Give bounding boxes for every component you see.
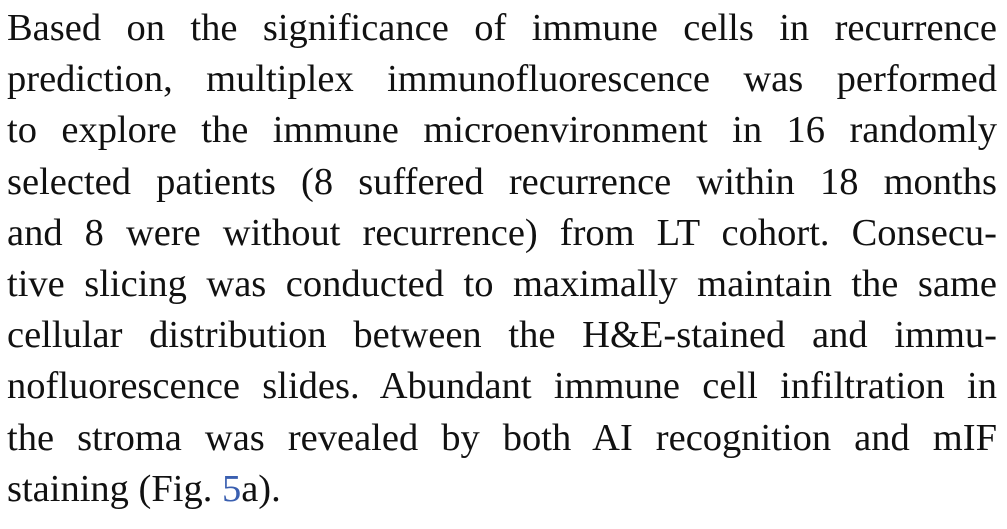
text-line: the stroma was revealed by both AI recog… [7, 416, 997, 459]
text-line: tive slicing was conducted to maximally … [7, 262, 997, 305]
text-fragment: a). [241, 467, 281, 510]
text-line: selected patients (8 suffered recurrence… [7, 160, 997, 203]
text-line: and 8 were without recurrence) from LT c… [7, 211, 997, 254]
figure-reference-link[interactable]: 5 [221, 467, 242, 510]
text-line: nofluorescence slides. Abundant immune c… [7, 365, 997, 408]
text-line-last: staining (Fig. 5a). [7, 464, 997, 515]
text-line: cellular distribution between the H&E-st… [7, 314, 997, 357]
text-line: to explore the immune microenvironment i… [7, 109, 997, 152]
text-line: prediction, multiplex immunofluorescence… [7, 58, 997, 101]
text-line: Based on the significance of immune cell… [7, 7, 997, 49]
body-paragraph: Based on the significance of immune cell… [7, 3, 997, 515]
text-fragment: staining (Fig. [7, 467, 222, 510]
